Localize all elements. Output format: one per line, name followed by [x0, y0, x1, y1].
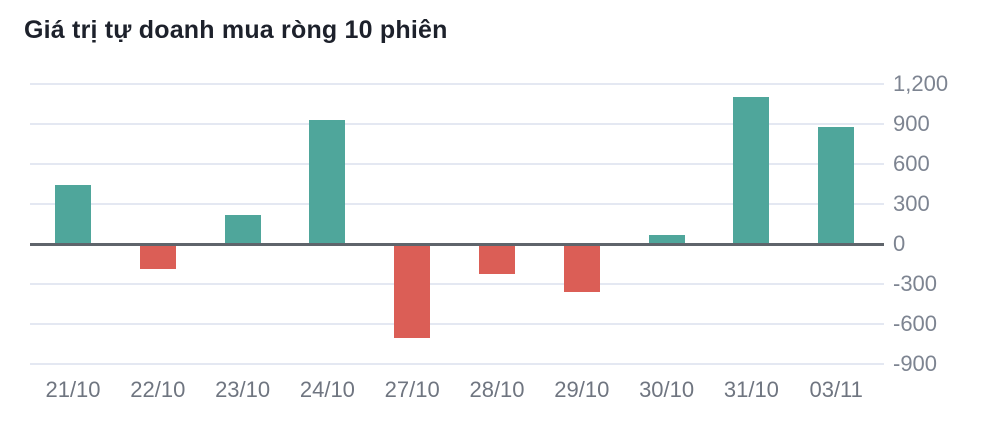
y-axis-tick-label: -900	[893, 351, 938, 376]
y-axis-tick-label: -300	[893, 271, 938, 296]
x-axis-label: 31/10	[723, 377, 779, 402]
bar-30-10	[648, 234, 685, 244]
y-axis-tick-label: 900	[893, 111, 930, 136]
bar-03-11	[818, 127, 855, 244]
y-axis-tick-label: 0	[893, 231, 906, 256]
x-axis-label: 21/10	[45, 377, 101, 402]
bar-31-10	[733, 97, 770, 244]
bar-27-10	[394, 245, 431, 339]
gridline	[30, 363, 884, 365]
gridline	[30, 323, 884, 325]
gridline	[30, 123, 884, 125]
bar-29-10	[563, 245, 600, 292]
bar-22-10	[139, 245, 176, 269]
gridline	[30, 83, 884, 85]
gridline	[30, 283, 884, 285]
gridline	[30, 163, 884, 165]
x-axis-label: 27/10	[384, 377, 440, 402]
bar-21-10	[55, 184, 91, 244]
x-axis-label: 28/10	[469, 377, 525, 402]
bar-23-10	[224, 214, 261, 244]
zero-axis-line	[30, 243, 884, 246]
gridline	[30, 203, 884, 205]
chart-title: Giá trị tự doanh mua ròng 10 phiên	[24, 16, 448, 44]
y-axis-tick-label: -600	[893, 311, 938, 336]
x-axis-label: 29/10	[554, 377, 610, 402]
x-axis-label: 24/10	[299, 377, 355, 402]
x-axis-label: 03/11	[809, 377, 863, 402]
y-axis-tick-label: 600	[893, 151, 930, 176]
x-axis-label: 22/10	[130, 377, 186, 402]
x-axis-label: 30/10	[639, 377, 695, 402]
bar-28-10	[479, 245, 515, 275]
x-axis-label: 23/10	[215, 377, 271, 402]
y-axis-tick-label: 1,200	[893, 71, 949, 96]
y-axis-tick-label: 300	[893, 191, 930, 216]
bar-24-10	[309, 120, 346, 244]
